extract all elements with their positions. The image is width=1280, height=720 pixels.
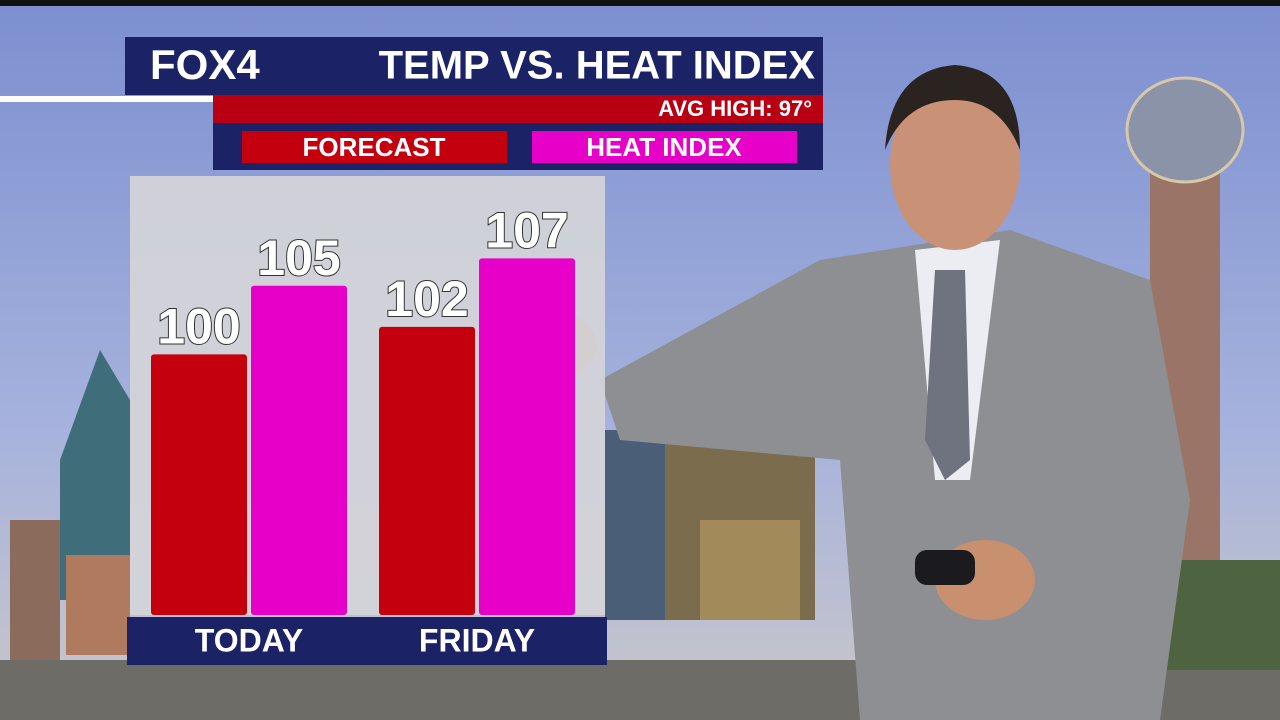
category-bar <box>127 617 607 665</box>
legend-swatch <box>532 131 797 163</box>
top-edge <box>0 0 1280 6</box>
bar <box>479 258 575 615</box>
subtitle-bar <box>213 95 823 123</box>
chart-title: TEMP VS. HEAT INDEX <box>379 44 816 88</box>
title-bar <box>125 37 823 95</box>
value-label: 102 <box>385 271 468 327</box>
subtitle: AVG HIGH: 97° <box>658 96 812 121</box>
bar <box>151 354 247 615</box>
x-tick-label: TODAY <box>195 622 303 658</box>
legend-label: HEAT INDEX <box>586 132 742 162</box>
legend-swatch <box>242 131 507 163</box>
value-label: 100 <box>157 299 240 355</box>
legend-label: FORECAST <box>303 132 446 162</box>
bar <box>379 326 475 615</box>
value-label: 107 <box>485 203 568 259</box>
bar <box>251 285 347 615</box>
x-tick-label: FRIDAY <box>419 622 535 658</box>
logo: FOX4 <box>150 41 260 88</box>
accent-line <box>0 96 213 102</box>
value-label: 105 <box>257 230 340 286</box>
